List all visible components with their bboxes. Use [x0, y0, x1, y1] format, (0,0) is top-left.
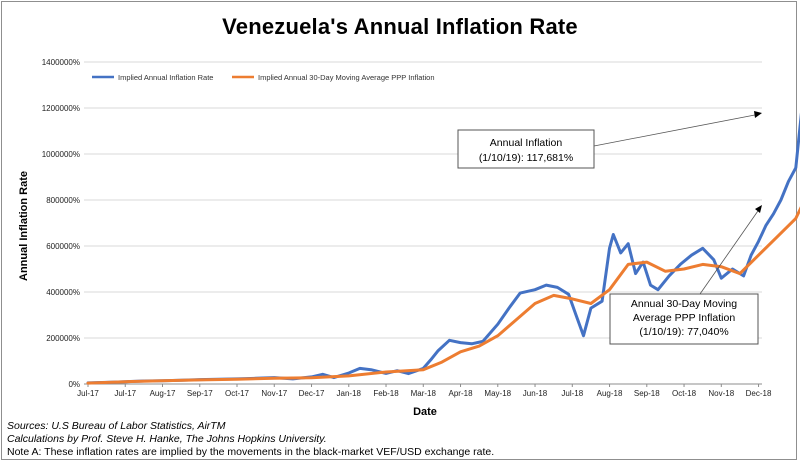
- y-tick-label: 400000%: [46, 288, 80, 297]
- annotation-annual: Annual Inflation (1/10/19): 117,681%: [457, 111, 762, 169]
- x-axis-title: Date: [413, 406, 437, 418]
- y-tick-label: 1200000%: [42, 104, 80, 113]
- y-axis-title: Annual Inflation Rate: [18, 171, 30, 281]
- x-tick-label: Aug-17: [150, 389, 176, 398]
- y-tick-label: 0%: [68, 380, 80, 389]
- legend-label: Implied Annual Inflation Rate: [118, 73, 213, 82]
- annotation-annual-line1: Annual Inflation: [490, 137, 563, 149]
- annotation-annual-box: [457, 129, 595, 169]
- x-tick-label: Jul-17: [77, 389, 99, 398]
- annotation-annual-arrow: [593, 113, 761, 147]
- x-tick-label: Oct-18: [672, 389, 697, 398]
- series-lines: [86, 112, 800, 385]
- x-tick-label: Oct-17: [225, 389, 250, 398]
- y-tick-label: 200000%: [46, 334, 80, 343]
- x-tick-label: Sep-18: [634, 389, 660, 398]
- x-tick-label: Jul-18: [561, 389, 583, 398]
- x-tick-label: Apr-18: [449, 389, 474, 398]
- source-line-2: Calculations by Prof. Steve H. Hanke, Th…: [7, 433, 327, 445]
- y-tick-label: 1000000%: [42, 150, 80, 159]
- x-tick-label: Dec-18: [746, 389, 772, 398]
- source-line-3: Note A: These inflation rates are implie…: [7, 446, 495, 458]
- chart-title: Venezuela's Annual Inflation Rate: [222, 14, 578, 39]
- annotation-moving: Annual 30-Day Moving Average PPP Inflati…: [609, 205, 762, 345]
- y-tick-label: 600000%: [46, 242, 80, 251]
- x-axis-ticks: Jul-17 Jul-17 Aug-17 Sep-17 Oct-17 Nov-17 Dec-…: [77, 384, 772, 398]
- x-tick-label: Nov-17: [261, 389, 287, 398]
- gridlines: [84, 61, 762, 385]
- series-line-moving-average: [86, 206, 800, 385]
- annotation-moving-box: [609, 293, 759, 345]
- legend-label: Implied Annual 30-Day Moving Average PPP…: [258, 73, 435, 82]
- annotation-moving-arrowhead: [755, 205, 762, 213]
- x-tick-label: Feb-18: [373, 389, 399, 398]
- x-tick-label: Jan-18: [337, 389, 362, 398]
- source-line-1: Sources: U.S Bureau of Labor Statistics,…: [7, 420, 226, 432]
- annotation-annual-arrowhead: [754, 111, 762, 118]
- annotation-moving-line1: Annual 30-Day Moving: [631, 298, 737, 310]
- x-tick-label: Aug-18: [597, 389, 623, 398]
- x-tick-label: Mar-18: [411, 389, 437, 398]
- x-tick-label: May-18: [484, 389, 511, 398]
- annotation-moving-arrow: [699, 207, 761, 295]
- annotation-moving-line2: Average PPP Inflation: [633, 312, 736, 324]
- x-tick-label: Nov-18: [708, 389, 734, 398]
- x-tick-label: Sep-17: [187, 389, 213, 398]
- y-axis-ticks: 0% 200000% 400000% 600000% 800000% 1000000% 12…: [42, 58, 80, 389]
- x-tick-label: Jun-18: [523, 389, 548, 398]
- annotation-moving-line3: (1/10/19): 77,040%: [639, 326, 728, 338]
- y-tick-label: 1400000%: [42, 58, 80, 67]
- x-tick-label: Dec-17: [299, 389, 325, 398]
- legend: Implied Annual Inflation Rate Implied Ann…: [92, 73, 435, 82]
- x-tick-label: Jul-17: [114, 389, 136, 398]
- annotation-annual-line2: (1/10/19): 117,681%: [479, 152, 573, 164]
- y-tick-label: 800000%: [46, 196, 80, 205]
